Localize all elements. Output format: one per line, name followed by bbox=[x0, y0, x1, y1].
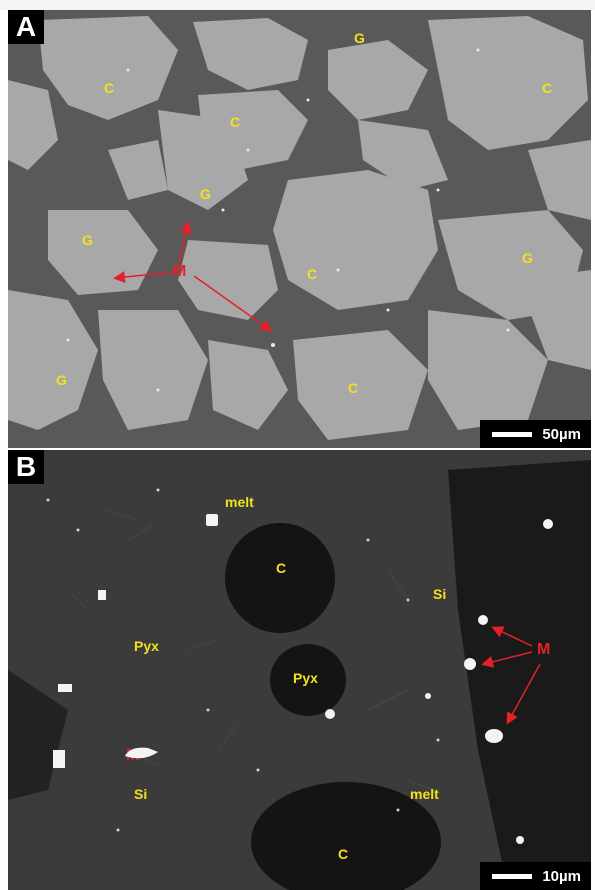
label-si: Si bbox=[134, 786, 148, 802]
label-melt: melt bbox=[410, 786, 439, 802]
label-pyx: Pyx bbox=[134, 638, 159, 654]
label-pyx: Pyx bbox=[293, 670, 318, 686]
label-melt: melt bbox=[225, 494, 254, 510]
label-c: C bbox=[307, 266, 318, 282]
scale-bar-line bbox=[492, 873, 533, 879]
panel-a-scale-bar: 50µm bbox=[480, 420, 591, 448]
label-c: C bbox=[104, 80, 115, 96]
scale-bar-line bbox=[492, 431, 533, 437]
panel-a-sem-image: A G C C C G G G M C G C 50µm bbox=[8, 10, 591, 448]
panel-b-scale-bar: 10µm bbox=[480, 862, 591, 890]
cropped-caption-strip bbox=[0, 0, 595, 10]
label-c: C bbox=[542, 80, 553, 96]
scale-bar-text: 10µm bbox=[542, 867, 581, 885]
label-m: M bbox=[126, 747, 140, 764]
scale-bar-text: 50µm bbox=[542, 425, 581, 443]
panel-b-texture bbox=[8, 450, 591, 890]
label-g: G bbox=[522, 250, 533, 266]
panel-b-sem-image: B melt C Si Pyx Pyx M M Si melt C 10µm bbox=[8, 450, 591, 890]
panel-b-label: B bbox=[8, 450, 44, 484]
label-c: C bbox=[348, 380, 359, 396]
label-c: C bbox=[230, 114, 241, 130]
panel-a-label: A bbox=[8, 10, 44, 44]
label-g: G bbox=[354, 30, 365, 46]
label-m: M bbox=[537, 641, 551, 658]
label-m: M bbox=[173, 263, 187, 280]
panel-a-texture bbox=[8, 10, 591, 448]
label-g: G bbox=[200, 186, 211, 202]
label-c: C bbox=[338, 846, 349, 862]
label-g: G bbox=[56, 372, 67, 388]
label-si: Si bbox=[433, 586, 447, 602]
label-g: G bbox=[82, 232, 93, 248]
label-c: C bbox=[276, 560, 287, 576]
